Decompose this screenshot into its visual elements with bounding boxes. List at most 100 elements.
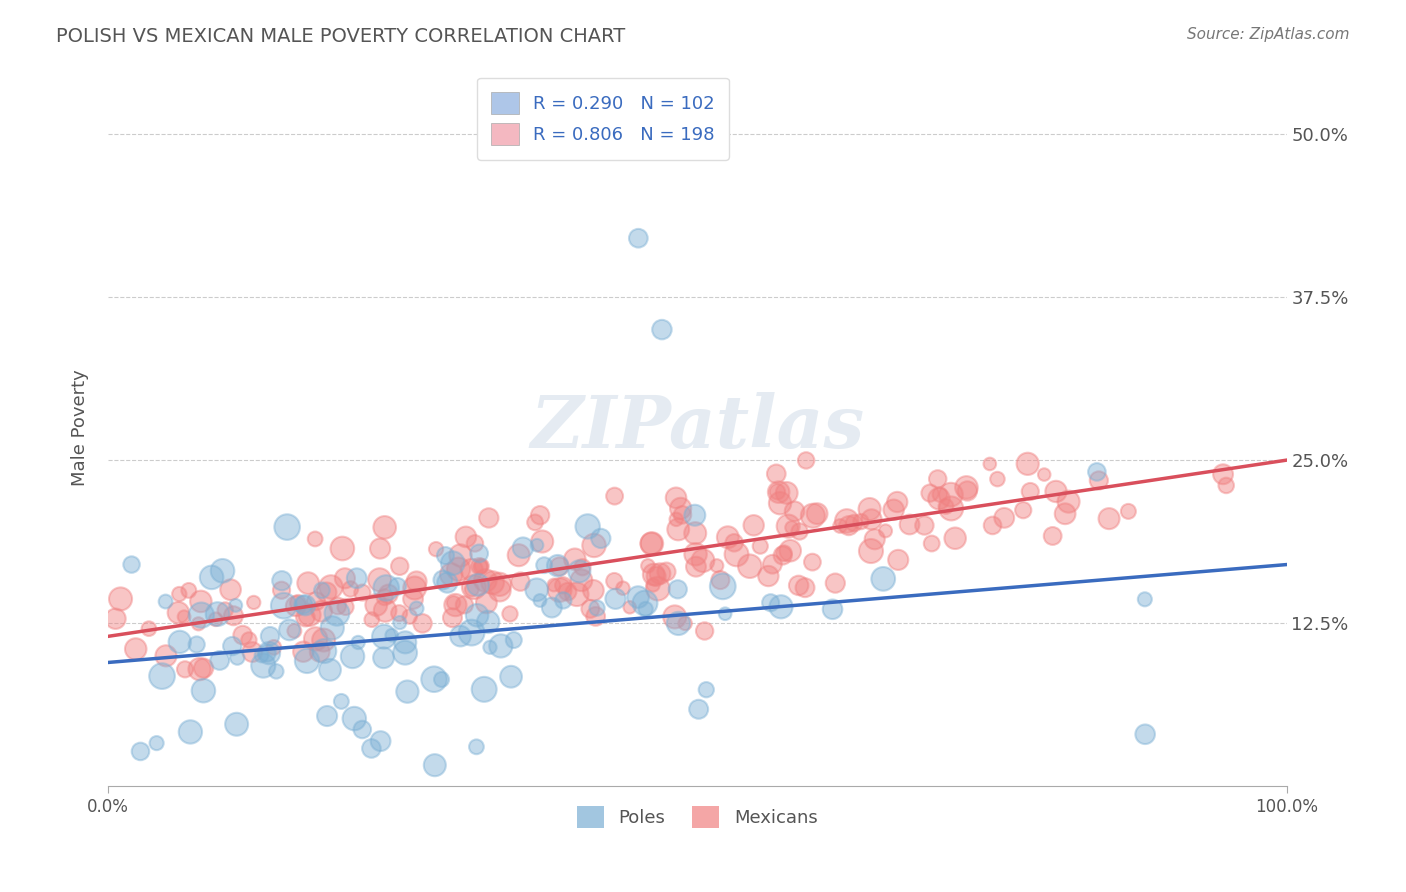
Point — [706, 558, 728, 573]
Point — [273, 599, 295, 613]
Point — [474, 574, 496, 588]
Point — [423, 672, 446, 686]
Point — [443, 596, 465, 610]
Point — [1098, 511, 1121, 525]
Point — [465, 739, 488, 754]
Point — [335, 599, 357, 614]
Point — [396, 684, 419, 698]
Point — [789, 524, 811, 539]
Text: Source: ZipAtlas.com: Source: ZipAtlas.com — [1187, 27, 1350, 42]
Point — [343, 712, 366, 726]
Point — [441, 610, 464, 624]
Point — [986, 472, 1008, 486]
Point — [330, 541, 353, 556]
Point — [685, 547, 707, 561]
Point — [582, 583, 605, 598]
Point — [238, 632, 260, 647]
Point — [585, 609, 607, 624]
Point — [440, 567, 463, 582]
Point — [405, 574, 427, 589]
Point — [207, 607, 229, 621]
Point — [548, 559, 571, 574]
Point — [794, 581, 817, 595]
Point — [263, 640, 285, 655]
Point — [311, 583, 333, 598]
Point — [685, 559, 707, 574]
Point — [571, 560, 593, 574]
Point — [125, 642, 148, 657]
Y-axis label: Male Poverty: Male Poverty — [72, 369, 89, 486]
Point — [339, 582, 361, 596]
Point — [666, 582, 689, 597]
Point — [586, 601, 609, 615]
Point — [553, 593, 575, 607]
Legend: Poles, Mexicans: Poles, Mexicans — [569, 798, 825, 835]
Point — [256, 646, 278, 660]
Point — [1133, 727, 1156, 741]
Point — [471, 559, 494, 574]
Point — [264, 665, 287, 679]
Point — [665, 512, 688, 526]
Point — [177, 583, 200, 598]
Point — [801, 555, 824, 569]
Point — [665, 491, 688, 505]
Point — [664, 610, 686, 624]
Point — [1057, 494, 1080, 508]
Point — [394, 635, 416, 649]
Point — [1033, 467, 1056, 482]
Point — [326, 606, 349, 620]
Point — [589, 532, 612, 546]
Point — [1212, 467, 1234, 482]
Point — [647, 582, 669, 596]
Point — [284, 599, 307, 614]
Point — [648, 566, 671, 581]
Point — [824, 576, 846, 591]
Point — [835, 514, 858, 528]
Point — [576, 519, 599, 533]
Point — [1019, 484, 1042, 499]
Point — [472, 682, 495, 697]
Point — [259, 629, 281, 643]
Point — [276, 520, 298, 534]
Point — [278, 623, 301, 637]
Point — [465, 608, 488, 623]
Point — [943, 531, 966, 545]
Point — [671, 508, 693, 522]
Point — [467, 578, 489, 592]
Point — [956, 483, 979, 498]
Point — [1133, 592, 1156, 607]
Point — [225, 599, 247, 613]
Point — [138, 622, 160, 636]
Point — [463, 580, 485, 594]
Point — [402, 592, 425, 607]
Point — [173, 609, 195, 624]
Point — [360, 741, 382, 756]
Point — [531, 534, 554, 549]
Point — [928, 487, 950, 501]
Point — [524, 516, 547, 530]
Point — [723, 536, 745, 550]
Point — [886, 495, 908, 509]
Point — [1054, 507, 1077, 521]
Point — [221, 639, 243, 653]
Point — [540, 600, 562, 615]
Point — [450, 629, 472, 643]
Point — [939, 488, 962, 502]
Point — [488, 577, 510, 591]
Point — [377, 587, 399, 601]
Point — [461, 582, 484, 597]
Point — [104, 612, 127, 626]
Point — [373, 630, 395, 644]
Point — [509, 574, 531, 589]
Point — [460, 563, 482, 577]
Point — [423, 758, 446, 772]
Point — [773, 546, 796, 560]
Point — [806, 507, 828, 521]
Point — [374, 590, 396, 604]
Point — [188, 662, 211, 676]
Point — [641, 536, 664, 550]
Point — [693, 624, 716, 638]
Point — [883, 502, 905, 516]
Point — [479, 640, 502, 655]
Point — [579, 602, 602, 616]
